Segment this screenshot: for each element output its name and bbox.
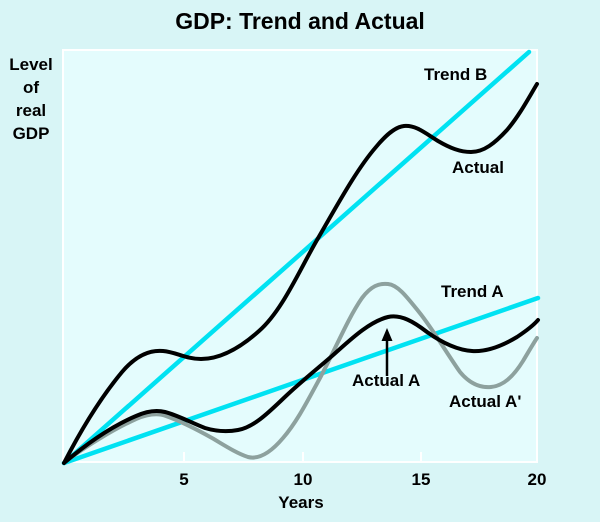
x-axis-tick-marks [183, 452, 422, 463]
actual-curve [62, 82, 539, 465]
actual-a-label: Actual A [352, 371, 421, 390]
chart-title: GDP: Trend and Actual [175, 8, 425, 34]
y-axis-label-line: GDP [12, 124, 50, 143]
arrow-head-icon [381, 328, 393, 341]
y-axis-label: Level of real GDP [4, 53, 58, 145]
y-axis-label-line: of [22, 78, 40, 97]
y-axis-label-line: Level [9, 55, 53, 74]
x-tick-label-20: 20 [527, 470, 547, 489]
trend-b-line [61, 49, 532, 466]
trend-b-label: Trend B [424, 65, 488, 84]
x-tick-label-5: 5 [179, 470, 189, 489]
actual-label: Actual [452, 158, 504, 177]
trend-a-label: Trend A [441, 282, 504, 301]
actual-a-prime-label: Actual A' [449, 392, 522, 411]
x-axis-title: Years [278, 493, 324, 512]
x-tick-label-15: 15 [411, 470, 431, 489]
actual-a-prime-curve [64, 281, 539, 463]
y-axis-label-line: real [15, 101, 47, 120]
actual-a-curve [62, 314, 540, 465]
x-tick-label-10: 10 [293, 470, 313, 489]
actual-a-arrow [381, 328, 393, 376]
